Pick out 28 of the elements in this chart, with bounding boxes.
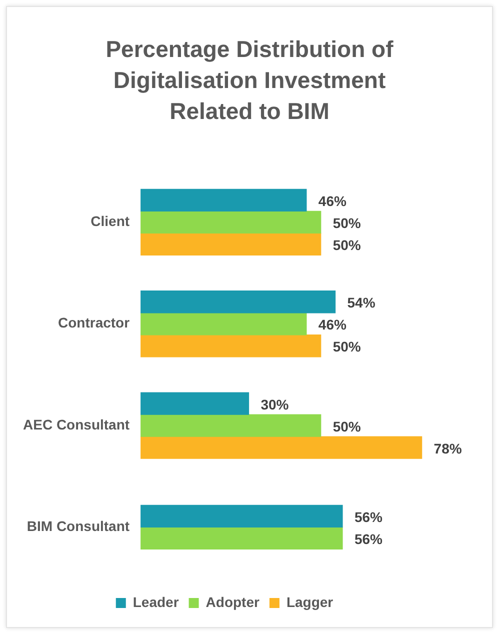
y-tick-label: Client xyxy=(90,213,130,230)
data-label: 54% xyxy=(347,294,376,311)
data-label: 78% xyxy=(434,440,462,456)
legend-label: Lagger xyxy=(286,594,334,610)
bar xyxy=(140,188,307,212)
data-label: 50% xyxy=(332,338,362,355)
y-tick-label: AEC Consultant xyxy=(22,416,130,432)
bar xyxy=(140,436,422,459)
data-label: 50% xyxy=(332,237,362,254)
bar xyxy=(140,312,307,336)
bar xyxy=(140,210,322,234)
data-label: 46% xyxy=(318,193,347,210)
y-tick-label: BIM Consultant xyxy=(26,518,130,534)
data-label: 30% xyxy=(260,396,290,412)
bar xyxy=(140,334,322,358)
chart-title: Percentage Distribution of Digitalisation Investment Related to BIM xyxy=(104,35,394,126)
bar xyxy=(140,232,322,256)
data-label: 56% xyxy=(354,509,384,526)
legend-label: Adopter xyxy=(206,594,260,610)
data-label: 50% xyxy=(332,215,362,232)
y-tick-label: Contractor xyxy=(58,314,130,331)
bar xyxy=(140,290,336,314)
legend-label: Leader xyxy=(132,594,180,610)
data-label: 46% xyxy=(318,316,347,333)
bar xyxy=(140,392,250,415)
data-label: 56% xyxy=(354,531,384,548)
data-label: 50% xyxy=(332,418,362,434)
bar xyxy=(140,414,322,437)
